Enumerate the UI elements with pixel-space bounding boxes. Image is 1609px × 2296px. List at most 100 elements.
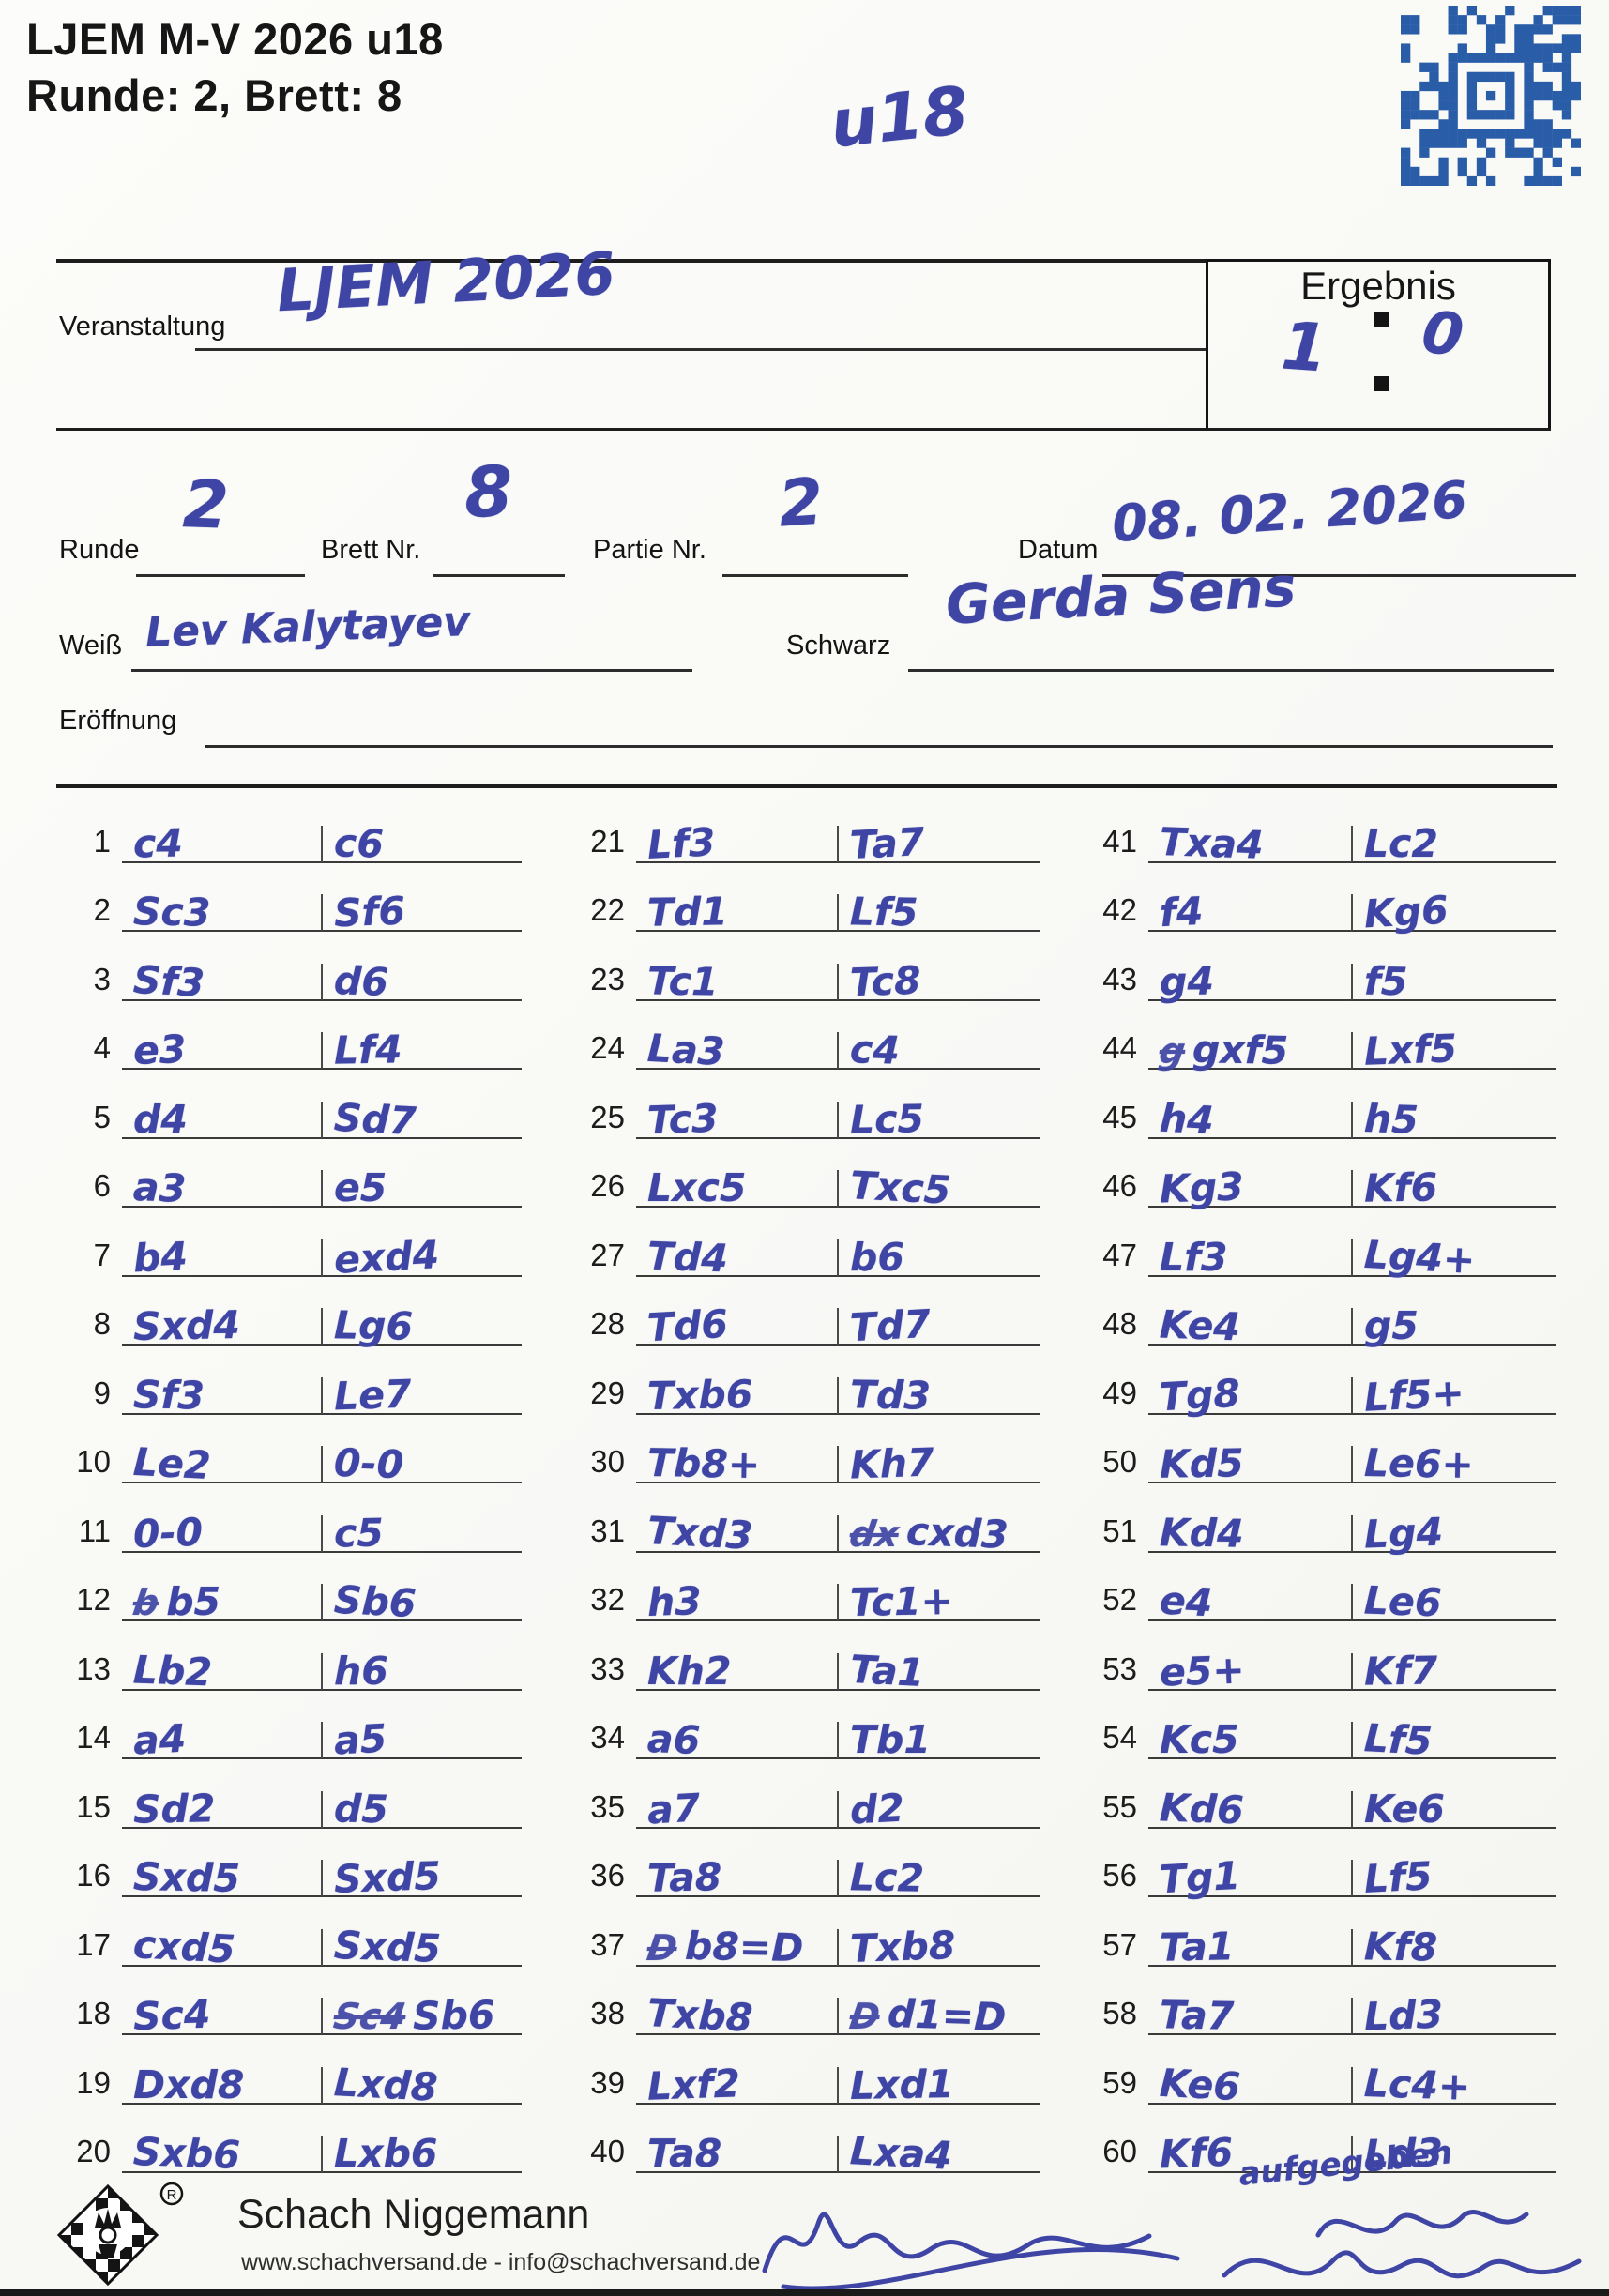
black-move: c6 bbox=[321, 820, 522, 866]
black-move-text: Le6+ bbox=[1363, 1439, 1475, 1488]
black-move: exd4 bbox=[321, 1232, 522, 1282]
move-row: 56 Tg1 Lf5 bbox=[1085, 1829, 1556, 1902]
black-move-text: Tb1 bbox=[850, 1717, 931, 1762]
black-move: d6 bbox=[321, 958, 522, 1004]
black-move-text: Sd7 bbox=[332, 1094, 417, 1144]
black-move: 0-0 bbox=[321, 1439, 522, 1488]
black-move-text: f5 bbox=[1363, 958, 1408, 1004]
white-move: cxd5 bbox=[122, 1922, 321, 1971]
move-number: 40 bbox=[590, 2134, 625, 2168]
scratched-out-text: b bbox=[129, 1582, 162, 1623]
black-move-text: c5 bbox=[333, 1510, 385, 1556]
white-move-text: Txb6 bbox=[646, 1371, 753, 1419]
move-row: 42 f4 Kg6 bbox=[1085, 863, 1556, 936]
white-move: Kc5 bbox=[1148, 1717, 1351, 1762]
white-move: f4 bbox=[1148, 889, 1351, 935]
white-move-text: h4 bbox=[1158, 1095, 1215, 1143]
black-move-text: Lf5 bbox=[1362, 1853, 1434, 1902]
white-move-text: gxf5 bbox=[1192, 1026, 1289, 1073]
black-move: Lxd1 bbox=[837, 2061, 1040, 2107]
move-number: 4 bbox=[93, 1030, 111, 1065]
black-move-text: 0-0 bbox=[333, 1439, 404, 1488]
move-row: 5 d4 Sd7 bbox=[58, 1070, 522, 1144]
handwritten-result-white: 1 bbox=[1279, 307, 1330, 388]
black-move-text: Tc8 bbox=[849, 957, 922, 1005]
move-number: 46 bbox=[1102, 1168, 1137, 1203]
board-fill-line bbox=[433, 574, 565, 577]
move-number: 7 bbox=[93, 1237, 111, 1272]
move-row: 28 Td6 Td7 bbox=[572, 1277, 1040, 1350]
move-row: 47 Lf3 Lg4+ bbox=[1085, 1208, 1556, 1283]
qr-code bbox=[1401, 6, 1581, 186]
move-number: 17 bbox=[76, 1926, 111, 1962]
white-move-text: Tc3 bbox=[646, 1095, 720, 1143]
white-move: Kf6 bbox=[1148, 2130, 1351, 2177]
move-number: 15 bbox=[76, 1788, 111, 1824]
move-number: 50 bbox=[1102, 1444, 1137, 1479]
black-move-text: Le7 bbox=[333, 1371, 413, 1419]
black-move-text: Lxa4 bbox=[848, 2128, 953, 2179]
black-move-text: Td3 bbox=[849, 1371, 932, 1419]
white-move: Td4 bbox=[636, 1233, 837, 1281]
black-move-text: c4 bbox=[849, 1026, 901, 1073]
black-move: Le7 bbox=[321, 1371, 522, 1419]
black-move: Kf7 bbox=[1351, 1648, 1556, 1694]
white-move: Ta7 bbox=[1148, 1992, 1351, 2039]
opening-fill-line bbox=[205, 745, 1553, 748]
move-row: 51 Kd4 Lg4 bbox=[1085, 1483, 1556, 1557]
game-label: Partie Nr. bbox=[593, 535, 706, 565]
black-move-text: b6 bbox=[850, 1234, 904, 1280]
result-colon-bottom bbox=[1374, 376, 1389, 391]
black-move: Lf4 bbox=[321, 1026, 522, 1073]
white-move-text: b8=D bbox=[684, 1923, 804, 1970]
black-move: h5 bbox=[1351, 1096, 1556, 1142]
white-move: g4 bbox=[1148, 958, 1351, 1004]
black-move: Le6 bbox=[1351, 1578, 1556, 1625]
scratched-out-text: Sc4 bbox=[330, 1996, 409, 2037]
move-number: 14 bbox=[76, 1720, 111, 1755]
white-move-text: Kh2 bbox=[647, 1648, 732, 1694]
black-move: Kh7 bbox=[837, 1439, 1040, 1488]
black-move: Td3 bbox=[837, 1371, 1040, 1419]
schach-niggemann-logo: R bbox=[52, 2179, 202, 2291]
move-number: 19 bbox=[76, 2064, 111, 2100]
white-move: Tc1 bbox=[636, 958, 837, 1004]
black-move: Kf8 bbox=[1351, 1923, 1556, 1969]
black-move: Lc4+ bbox=[1351, 2060, 1556, 2108]
white-move-text: Ta7 bbox=[1159, 1992, 1235, 2039]
white-move: a4 bbox=[122, 1716, 321, 1763]
black-move: g5 bbox=[1351, 1303, 1556, 1348]
black-move: Sc4 Sb6 bbox=[321, 1992, 522, 2039]
white-move-text: Kc5 bbox=[1160, 1717, 1239, 1762]
black-move: Sb6 bbox=[321, 1577, 522, 1626]
black-move-text: Lxf5 bbox=[1363, 1026, 1458, 1074]
white-move-text: a7 bbox=[645, 1785, 702, 1832]
white-move: Tb8+ bbox=[636, 1440, 837, 1487]
round-fill-line bbox=[136, 574, 305, 577]
move-number: 16 bbox=[76, 1858, 111, 1893]
move-row: 16 Sxd5 Sxd5 bbox=[58, 1829, 522, 1902]
scratched-out-text: D bbox=[644, 1926, 680, 1969]
white-move-text: Kg3 bbox=[1159, 1163, 1245, 1212]
move-number: 35 bbox=[590, 1788, 625, 1824]
handwritten-board: 8 bbox=[463, 451, 514, 534]
white-move: a6 bbox=[636, 1716, 837, 1763]
white-move: Kd6 bbox=[1148, 1785, 1351, 1832]
black-move-text: g5 bbox=[1364, 1303, 1419, 1348]
white-move-text: Txb8 bbox=[645, 1990, 754, 2041]
black-move-text: Txb8 bbox=[849, 1922, 957, 1971]
black-move-text: Lg4+ bbox=[1362, 1231, 1477, 1283]
top-rule bbox=[56, 259, 1206, 263]
move-row: 13 Lb2 h6 bbox=[58, 1621, 522, 1695]
black-move: Kg6 bbox=[1351, 888, 1556, 936]
black-move-text: Sxd5 bbox=[333, 1853, 442, 1902]
move-number: 39 bbox=[590, 2064, 625, 2100]
move-number: 25 bbox=[590, 1099, 625, 1134]
white-move: Lxc5 bbox=[636, 1169, 837, 1208]
white-move: Lf3 bbox=[636, 819, 837, 867]
move-number: 10 bbox=[76, 1444, 111, 1479]
white-move-text: Tg8 bbox=[1158, 1370, 1242, 1420]
black-move: c5 bbox=[321, 1510, 522, 1556]
black-move-text: Ke6 bbox=[1364, 1786, 1445, 1832]
